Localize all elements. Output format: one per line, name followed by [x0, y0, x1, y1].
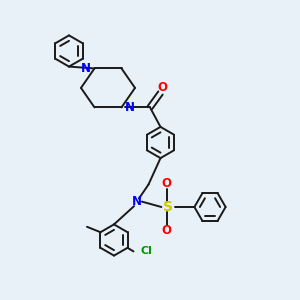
Text: O: O — [157, 81, 167, 94]
Text: O: O — [161, 224, 172, 237]
Text: N: N — [131, 195, 142, 208]
Text: N: N — [81, 62, 91, 75]
Text: N: N — [125, 101, 135, 114]
Text: S: S — [163, 200, 173, 214]
Text: Cl: Cl — [140, 246, 152, 256]
Text: O: O — [161, 177, 172, 190]
